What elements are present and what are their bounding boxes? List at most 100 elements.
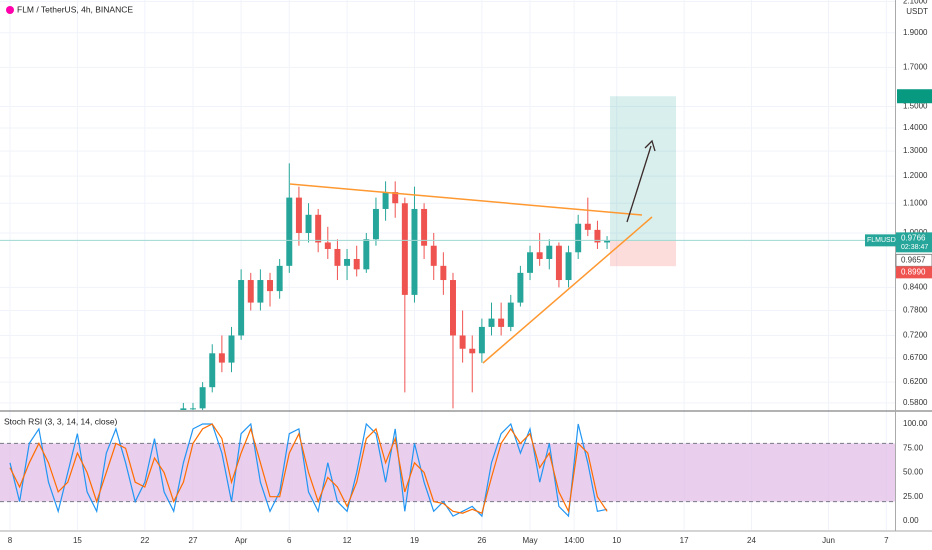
- candle-body: [189, 408, 196, 410]
- y-tick-label: 0.5800: [903, 398, 928, 407]
- candle-body: [238, 280, 245, 336]
- candle-body: [305, 214, 312, 233]
- candle-body: [536, 252, 543, 259]
- stop-zone: [610, 240, 676, 267]
- x-tick-label: Jun: [822, 536, 835, 545]
- candle-body: [565, 252, 572, 281]
- candle-body: [363, 239, 370, 270]
- candle-body: [372, 208, 379, 240]
- candle-body: [469, 348, 476, 354]
- candle-body: [247, 280, 254, 303]
- symbol-icon: [6, 6, 14, 14]
- y-tick-label: 2.1000: [903, 0, 928, 6]
- candle-body: [575, 223, 582, 253]
- candle-body: [180, 408, 187, 410]
- x-tick-label: 12: [343, 536, 352, 545]
- x-tick-label: 27: [189, 536, 198, 545]
- osc-tick-label: 100.00: [903, 419, 928, 428]
- candle-body: [421, 208, 428, 246]
- y-tick-label: 0.7800: [903, 306, 928, 315]
- candle-body: [353, 258, 360, 270]
- indicator-title: Stoch RSI (3, 3, 14, 14, close): [4, 416, 118, 426]
- x-tick-label: 15: [73, 536, 82, 545]
- price-pane: [0, 96, 895, 410]
- price-tag: [896, 232, 932, 253]
- price-marker-label: 0.9657: [901, 255, 926, 264]
- candle-body: [594, 229, 601, 243]
- y-tick-label: 1.2000: [903, 171, 928, 180]
- candle-body: [411, 208, 418, 295]
- x-tick-label: 19: [410, 536, 419, 545]
- y-tick-label: 1.4000: [903, 123, 928, 132]
- last-price-label: 0.9766: [901, 233, 926, 242]
- x-tick-label: 6: [287, 536, 292, 545]
- symbol-tag: [865, 234, 896, 247]
- candle-body: [527, 252, 534, 273]
- candle-body: [324, 242, 331, 249]
- chart-title: FLM / TetherUS, 4h, BINANCE: [17, 4, 133, 14]
- target-tag: [897, 89, 932, 104]
- arrow-head: [644, 139, 656, 152]
- candle-body: [286, 197, 293, 266]
- arrow: [626, 145, 652, 223]
- target-zone: [610, 96, 676, 241]
- candle-body: [401, 203, 408, 295]
- candle-body: [334, 248, 341, 266]
- candle-body: [555, 245, 562, 281]
- y-tick-label: 0.6700: [903, 353, 928, 362]
- candle-body: [228, 335, 235, 363]
- x-tick-label: May: [522, 536, 537, 545]
- candle-body: [199, 387, 206, 409]
- candle-body: [430, 245, 437, 266]
- band-fill: [0, 443, 895, 502]
- symbol-label: FLMUSDT: [867, 237, 901, 244]
- x-tick-label: 10: [612, 536, 621, 545]
- osc-tick-label: 75.00: [903, 443, 924, 452]
- y-tick-label: 1.1000: [903, 198, 928, 207]
- price-marker: [895, 253, 932, 267]
- y-tick-label: 0.6200: [903, 377, 928, 386]
- x-tick-label: 26: [477, 536, 486, 545]
- osc-tick-label: 50.00: [903, 468, 924, 477]
- x-tick-label: 14:00: [564, 536, 585, 545]
- candle-body: [450, 280, 456, 336]
- candle-body: [546, 245, 553, 259]
- candle-body: [315, 214, 322, 243]
- countdown-label: 02:38:47: [901, 244, 928, 251]
- candle-body: [295, 197, 302, 233]
- x-tick-label: 8: [8, 536, 13, 545]
- osc-tick-label: 0.00: [903, 516, 919, 525]
- y-tick-label: 1.7000: [903, 63, 928, 72]
- y-tick-label: 0.8400: [903, 282, 928, 291]
- x-tick-label: 7: [884, 536, 889, 545]
- candle-body: [584, 223, 591, 230]
- y-tick-label: 0.7200: [903, 331, 928, 340]
- candle-body: [218, 353, 225, 363]
- candle-body: [507, 302, 514, 327]
- candle-body: [209, 353, 216, 388]
- oscillator-pane: [0, 422, 895, 518]
- y-tick-label: 1.3000: [903, 146, 928, 155]
- x-tick-label: Apr: [235, 536, 248, 545]
- resistance-line: [289, 183, 643, 216]
- candle-body: [604, 240, 611, 243]
- x-tick-label: 24: [747, 536, 756, 545]
- candle-body: [517, 272, 524, 303]
- currency-label: USDT: [906, 7, 928, 16]
- y-tick-label: 1.9000: [903, 28, 928, 37]
- candle-body: [257, 280, 264, 303]
- candle-body: [382, 192, 389, 209]
- osc-tick-label: 25.00: [903, 492, 924, 501]
- x-tick-label: 17: [680, 536, 689, 545]
- candle-body: [488, 318, 495, 327]
- price-marker: [896, 266, 932, 279]
- candle-body: [276, 265, 283, 292]
- drawings: [289, 139, 656, 364]
- stoch-line: [9, 422, 608, 518]
- support-line: [482, 216, 653, 364]
- candle-body: [267, 280, 274, 292]
- axes: 8 15 22 27 Apr 6 12 19 26 May 14:00 10 17 24 Jun 7 0.580…: [8, 0, 928, 545]
- candle-body: [498, 318, 505, 327]
- candle-body: [440, 265, 447, 281]
